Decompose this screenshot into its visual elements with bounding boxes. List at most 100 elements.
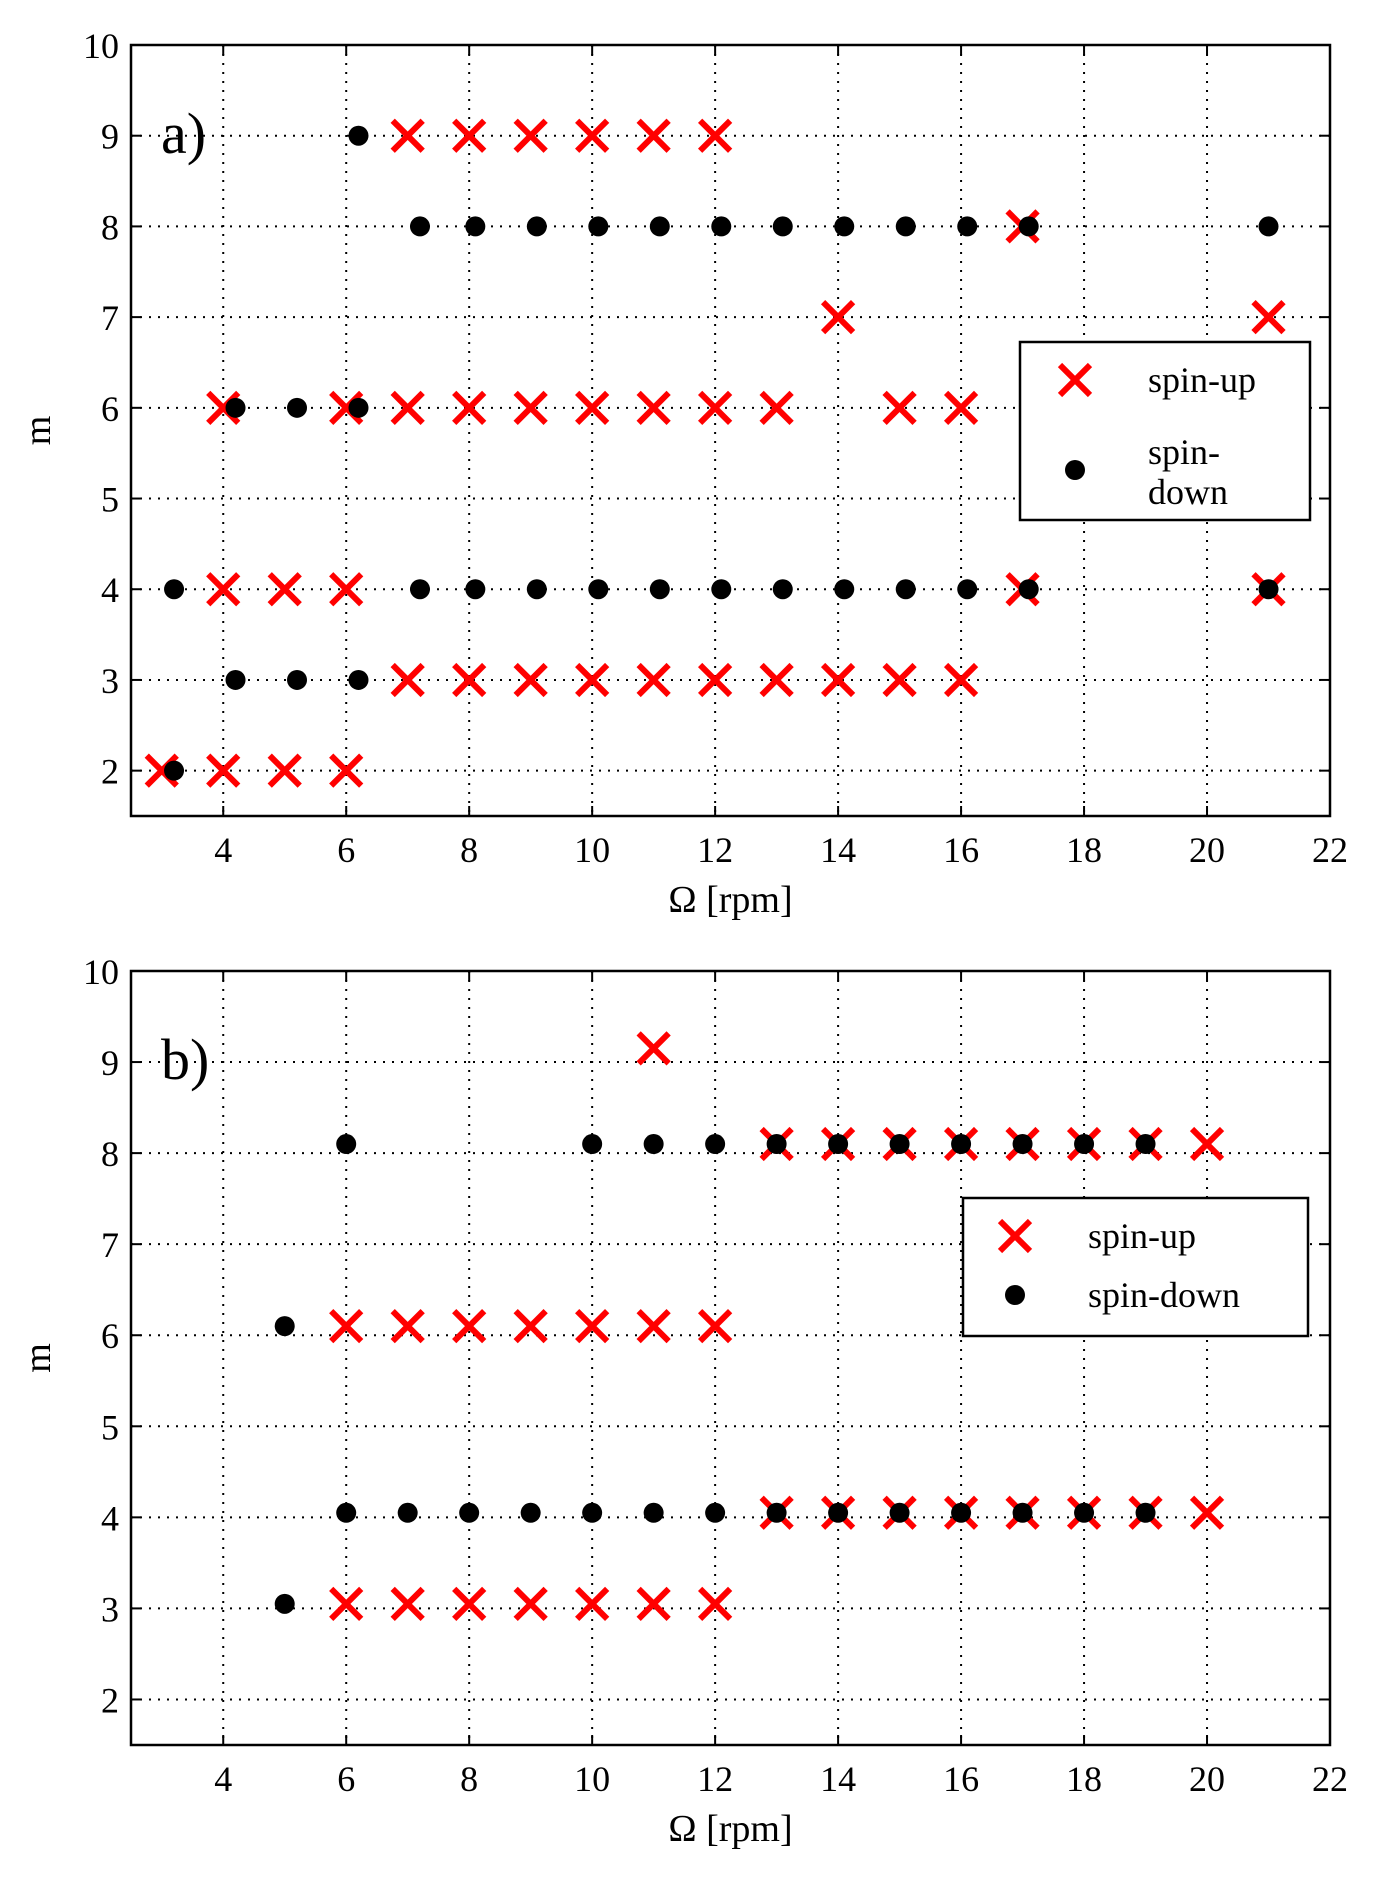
- data-point-spin-down: [889, 1502, 910, 1523]
- data-point-spin-up: [1189, 1126, 1225, 1162]
- data-point-spin-down: [828, 1502, 849, 1523]
- data-point-spin-up: [943, 662, 979, 698]
- y-tick-label: 3: [101, 1589, 119, 1629]
- data-point-spin-up: [575, 118, 610, 153]
- data-point-spin-down: [957, 579, 978, 600]
- x-tick-label: 8: [460, 1759, 478, 1799]
- data-point-spin-up: [575, 1586, 610, 1621]
- panel-label: b): [161, 1027, 209, 1092]
- data-point-spin-up: [820, 662, 856, 698]
- y-axis-label: m: [17, 1343, 59, 1373]
- data-point-spin-down: [1135, 1134, 1156, 1155]
- data-point-spin-up: [513, 662, 548, 698]
- data-point-spin-down: [951, 1134, 972, 1155]
- data-point-spin-up: [575, 1309, 610, 1344]
- data-point-spin-down: [274, 1593, 295, 1614]
- y-tick-label: 7: [101, 1225, 119, 1265]
- data-point-spin-down: [1074, 1134, 1095, 1155]
- data-point-spin-down: [348, 397, 369, 418]
- y-tick-label: 8: [101, 207, 119, 247]
- data-point-spin-up: [390, 1309, 425, 1344]
- data-point-spin-down: [1258, 216, 1279, 237]
- x-tick-label: 10: [574, 830, 610, 870]
- data-point-spin-up: [636, 662, 671, 698]
- series-spin-down: [164, 125, 1279, 781]
- x-tick-label: 4: [214, 830, 232, 870]
- data-point-spin-up: [452, 390, 487, 425]
- data-point-spin-up: [329, 753, 364, 788]
- data-point-spin-up: [698, 662, 733, 698]
- legend-label-spin-up: spin-up: [1148, 360, 1256, 400]
- data-point-spin-down: [225, 397, 246, 418]
- data-point-spin-down: [766, 1134, 787, 1155]
- data-point-spin-down: [889, 1134, 910, 1155]
- x-tick-label: 14: [820, 1759, 856, 1799]
- data-point-spin-down: [772, 216, 793, 237]
- data-point-spin-up: [267, 753, 302, 788]
- data-point-spin-down: [1258, 579, 1279, 600]
- data-point-spin-down: [643, 1134, 664, 1155]
- x-tick-label: 10: [574, 1759, 610, 1799]
- x-tick-label: 18: [1066, 1759, 1102, 1799]
- x-axis-label: Ω [rpm]: [668, 1808, 792, 1850]
- data-point-spin-down: [711, 216, 732, 237]
- data-point-spin-up: [329, 390, 364, 425]
- data-point-spin-up: [513, 1309, 548, 1344]
- data-point-spin-down: [336, 1134, 357, 1155]
- data-point-spin-up: [452, 118, 487, 153]
- x-tick-label: 20: [1189, 1759, 1225, 1799]
- data-point-spin-up: [513, 390, 548, 425]
- data-point-spin-down: [465, 216, 486, 237]
- x-tick-label: 16: [943, 1759, 979, 1799]
- data-point-spin-up: [820, 299, 856, 335]
- y-tick-label: 10: [83, 952, 119, 992]
- x-tick-label: 12: [697, 830, 733, 870]
- data-point-spin-up: [698, 1309, 733, 1344]
- data-point-spin-down: [588, 216, 609, 237]
- data-point-spin-up: [390, 118, 425, 153]
- data-point-spin-up: [698, 390, 733, 425]
- data-point-spin-up: [267, 572, 302, 607]
- data-point-spin-up: [329, 572, 364, 607]
- legend-label-spin-down: spin-down: [1088, 1275, 1240, 1315]
- data-point-spin-up: [452, 1586, 487, 1621]
- data-point-spin-down: [1018, 216, 1039, 237]
- data-point-spin-up: [452, 662, 487, 698]
- data-point-spin-up: [329, 1309, 364, 1344]
- data-point-spin-up: [575, 390, 610, 425]
- y-tick-label: 6: [101, 1316, 119, 1356]
- data-point-spin-down: [643, 1502, 664, 1523]
- series-spin-up: [144, 118, 1286, 788]
- data-point-spin-up: [698, 1586, 733, 1621]
- data-point-spin-down: [1012, 1502, 1033, 1523]
- data-point-spin-up: [452, 1309, 487, 1344]
- y-tick-label: 9: [101, 117, 119, 157]
- legend-marker-spin-up: [1057, 362, 1093, 398]
- data-point-spin-down: [526, 579, 547, 600]
- data-point-spin-up: [636, 1309, 671, 1344]
- data-point-spin-down: [705, 1134, 726, 1155]
- y-tick-label: 5: [101, 1407, 119, 1447]
- grid: [131, 970, 1331, 1745]
- legend: spin-up spin-down: [961, 1196, 1310, 1338]
- data-point-spin-down: [287, 397, 308, 418]
- data-point-spin-down: [582, 1134, 603, 1155]
- data-point-spin-down: [409, 216, 430, 237]
- legend-label-spin-down: spin-: [1148, 432, 1220, 472]
- data-point-spin-down: [164, 579, 185, 600]
- data-point-spin-down: [582, 1502, 603, 1523]
- y-tick-label: 5: [101, 480, 119, 520]
- data-point-spin-up: [759, 390, 794, 425]
- data-point-spin-down: [649, 216, 670, 237]
- data-point-spin-down: [287, 669, 308, 690]
- data-point-spin-up: [698, 118, 733, 153]
- x-tick-label: 20: [1189, 830, 1225, 870]
- data-point-spin-up: [1251, 299, 1286, 335]
- legend: spin-up spin-down: [1018, 340, 1312, 522]
- x-tick-label: 8: [460, 830, 478, 870]
- legend-box: [961, 1196, 1310, 1338]
- x-axis-label: Ω [rpm]: [668, 879, 792, 921]
- data-point-spin-down: [951, 1502, 972, 1523]
- data-point-spin-down: [1135, 1502, 1156, 1523]
